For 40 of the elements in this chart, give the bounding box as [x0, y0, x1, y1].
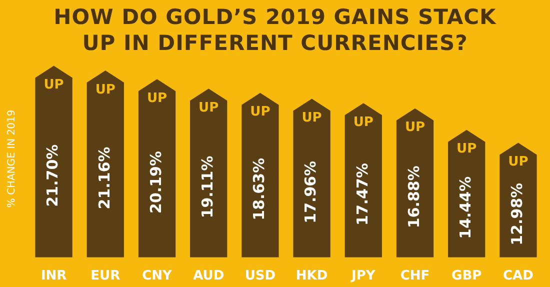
x-tick-label: CHF	[400, 268, 430, 284]
x-tick-label: USD	[244, 268, 276, 284]
bar	[242, 92, 279, 258]
annotation: UP	[198, 100, 219, 116]
x-tick-label: JPY	[350, 268, 376, 284]
data-label: 17.47%	[353, 163, 372, 226]
bar	[293, 98, 330, 258]
bar	[138, 79, 176, 258]
data-label: 20.19%	[146, 151, 165, 214]
data-label: 18.63%	[250, 158, 268, 220]
x-tick-label: HKD	[296, 268, 328, 284]
annotation: UP	[456, 142, 477, 157]
bar	[35, 66, 72, 258]
x-tick-label: CNY	[142, 268, 172, 284]
x-tick-label: CAD	[502, 268, 534, 284]
bar	[396, 108, 434, 258]
annotation: UP	[146, 90, 168, 106]
bar	[86, 70, 124, 258]
annotation: UP	[404, 120, 426, 136]
annotation: UP	[353, 114, 374, 130]
x-tick-label: AUD	[193, 268, 224, 284]
data-label: 21.16%	[95, 146, 114, 210]
data-label: 16.88%	[404, 166, 423, 228]
x-tick-label: EUR	[90, 268, 120, 284]
data-label: 14.44%	[456, 176, 474, 239]
data-label: 21.70%	[44, 144, 62, 207]
data-label: 12.98%	[508, 182, 526, 246]
bar	[344, 103, 382, 258]
data-label: 19.11%	[198, 156, 216, 218]
annotation: UP	[508, 154, 528, 170]
annotation: UP	[302, 110, 322, 126]
y-axis-title: % CHANGE IN 2019	[6, 110, 18, 208]
x-tick-label: INR	[40, 268, 67, 284]
annotation: UP	[44, 78, 64, 93]
x-tick-label: GBP	[452, 268, 482, 284]
chart-title: HOW DO GOLD’S 2019 GAINS STACK UP IN DIFFERENT CURRENCIES?	[52, 4, 498, 56]
annotation: UP	[250, 104, 270, 120]
annotation: UP	[95, 82, 116, 98]
data-label: 17.96%	[302, 160, 320, 224]
bar	[190, 88, 228, 258]
